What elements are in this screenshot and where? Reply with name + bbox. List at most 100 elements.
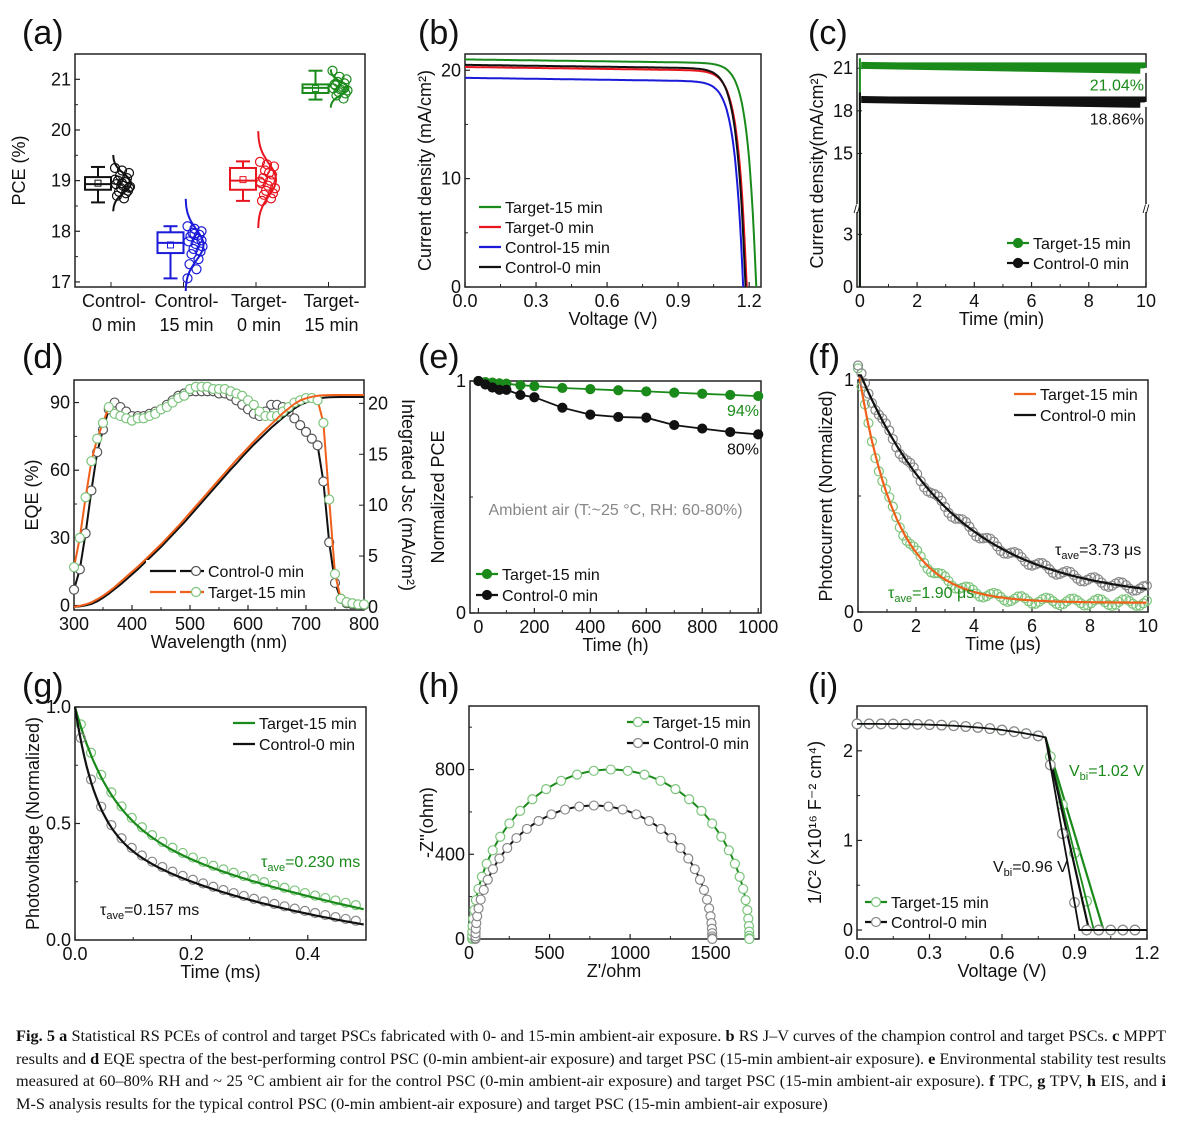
tpv-point [106, 820, 117, 831]
legend-label: Target-15 min [1033, 236, 1131, 253]
eqe-point [248, 399, 259, 410]
data-point [191, 264, 202, 275]
axis-break-gap [1142, 204, 1150, 212]
y-tick-label: 15 [833, 143, 853, 163]
x-tick-label: 600 [631, 617, 661, 637]
y-tick-label: 1 [456, 371, 466, 391]
jv-curve [465, 66, 748, 288]
tpc-point [953, 513, 965, 524]
legend-marker [190, 565, 202, 577]
y-tick-label: 0 [451, 277, 461, 297]
axis-break-icon: // [1143, 202, 1150, 216]
stability-point [515, 389, 526, 401]
box-mean [167, 241, 174, 249]
x-axis-label: Wavelength (nm) [151, 632, 287, 652]
x-axis-label: Voltage (V) [568, 309, 657, 329]
tpc-point [950, 513, 961, 524]
tpv-point [350, 915, 361, 926]
nyquist-point [527, 794, 538, 805]
tpv-point [320, 909, 331, 921]
stability-point [641, 412, 652, 423]
nyquist-point [655, 823, 666, 835]
normal-curve [257, 131, 278, 229]
eqe-point [74, 532, 85, 543]
x-tick-label: 10 [1136, 291, 1156, 311]
y2-tick-label: 10 [368, 495, 388, 515]
caption-bold-label: f [989, 1071, 995, 1090]
x-category-label: 0 min [92, 315, 136, 335]
caption-bold-label: d [90, 1048, 100, 1068]
panel-label: (b) [418, 14, 460, 52]
plot-frame [74, 53, 366, 288]
nyquist-point [707, 933, 718, 945]
eqe-point [312, 440, 323, 451]
x-tick-label: 0.3 [917, 943, 942, 963]
legend-label: Target-15 min [502, 567, 600, 584]
panel-e: 0 200 400 600 800 1000 0 1 Time (h) Normalized PC… [428, 371, 778, 655]
legend-label: Target-0 min [505, 220, 594, 237]
vbi-label: Vbi=0.96 V [993, 859, 1068, 879]
x-tick-label: 0.2 [179, 944, 204, 964]
y-axis-label: Current density (mA/cm²) [415, 70, 435, 271]
tpc-point [936, 495, 947, 506]
stability-point [585, 384, 596, 395]
tpc-point [863, 388, 874, 399]
tpc-point [1141, 580, 1152, 591]
nyquist-point [684, 794, 695, 805]
y-tick-label: 0 [456, 603, 466, 623]
tpv-point [309, 890, 321, 901]
tpc-point [901, 455, 912, 466]
panel-c: // // 0 2 4 6 8 10 0 3 15 18 21 Time (min) Current den… [807, 53, 1156, 329]
nyquist-point [556, 775, 567, 786]
tpc-fit [858, 374, 1147, 591]
caption-bold-label: a [59, 1026, 68, 1045]
y-tick-label: 20 [51, 120, 71, 140]
data-point [329, 79, 340, 90]
nyquist-point [533, 815, 544, 827]
box-target-0-min [229, 131, 281, 229]
y-tick-label: 17 [51, 272, 71, 292]
eqe-point [318, 476, 329, 487]
y-tick-label: 18 [833, 101, 853, 121]
nyquist-point [716, 831, 727, 842]
panel-d: 300 400 500 600 700 800030609005101520Wavelen… [22, 379, 418, 652]
tpv-point [116, 833, 127, 844]
axis-break-gap [853, 204, 861, 212]
nyquist-point [482, 874, 493, 885]
y-tick-label: 0 [60, 595, 70, 615]
tpc-point [939, 501, 951, 513]
tpc-point [1065, 593, 1076, 605]
legend-label: Target-15 min [208, 585, 306, 602]
nyquist-point [744, 933, 755, 945]
eqe-point [289, 413, 300, 424]
data-point [120, 188, 132, 199]
retention-label: 94% [727, 403, 759, 420]
legend-marker [870, 916, 882, 928]
tpc-point [1006, 547, 1017, 558]
caption-text: RS J–V curves of the champion control an… [734, 1026, 1113, 1045]
y2-tick-label: 0 [368, 597, 378, 617]
nyquist-point [502, 842, 513, 854]
x-tick-label: 500 [175, 614, 205, 634]
x-tick-label: 0.0 [452, 291, 477, 311]
jv-curve [465, 58, 758, 288]
legend-label: Target-15 min [259, 716, 357, 733]
normal-curve [184, 198, 205, 292]
legend-marker [1012, 257, 1024, 269]
caption-bold-label: i [1161, 1071, 1167, 1090]
legend-label: Control-15 min [505, 240, 610, 257]
tpc-point [1079, 600, 1090, 611]
y-tick-label: 30 [50, 528, 70, 548]
nyquist-point [694, 874, 706, 885]
nyquist-point [571, 769, 583, 780]
x-tick-label: 2 [911, 616, 921, 636]
caption-text: Statistical RS PCEs of control and targe… [67, 1026, 726, 1045]
nyquist-point [707, 818, 718, 829]
jv-curve [464, 63, 747, 288]
y-axis-label: Photovoltage (Normalized) [23, 717, 43, 930]
x-axis-label: Z'/ohm [587, 961, 641, 981]
data-point [118, 193, 130, 204]
tpc-point [1044, 593, 1055, 604]
eqe-point [329, 568, 341, 580]
